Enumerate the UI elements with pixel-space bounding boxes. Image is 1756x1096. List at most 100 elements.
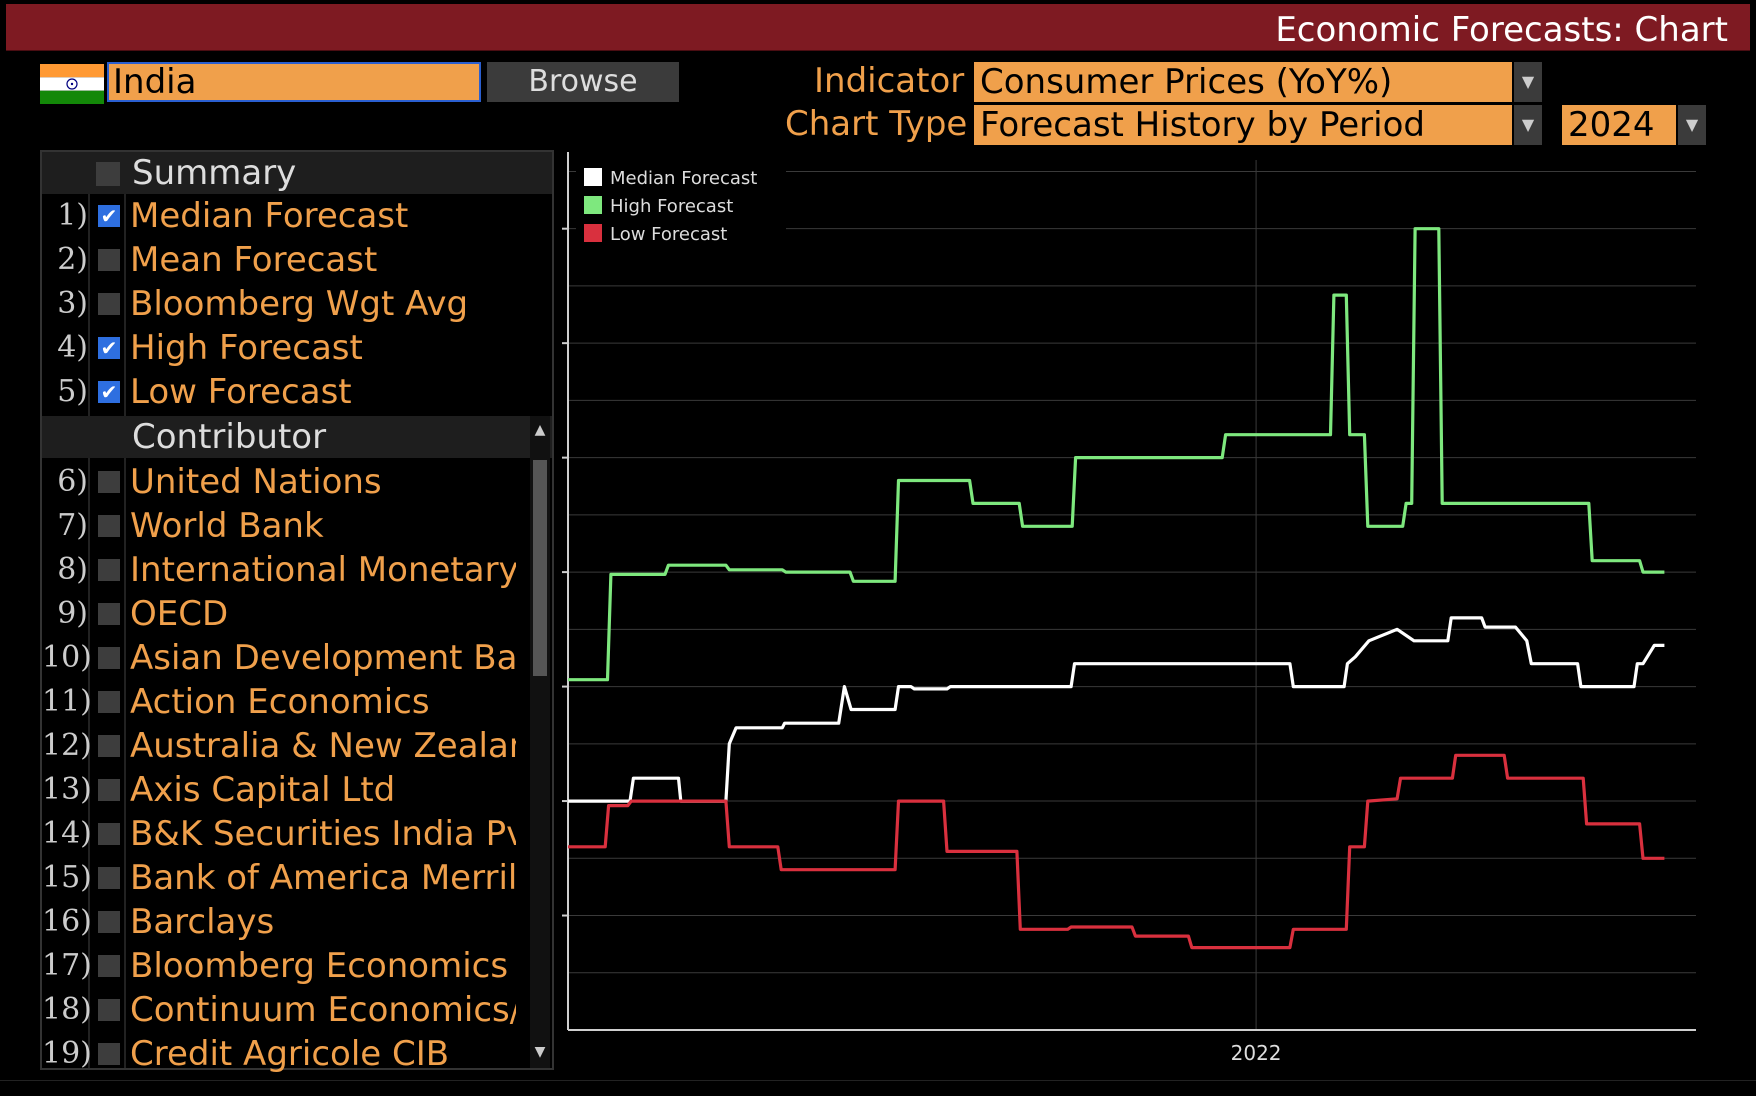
contributor-label[interactable]: Continuum Economics/4C <box>130 990 516 1030</box>
summary-select-all-checkbox[interactable] <box>96 162 120 186</box>
forecast-chart: 4.004.505.005.506.006.507.002022Median F… <box>516 152 1696 1065</box>
legend-box <box>576 158 786 256</box>
contributor-checkbox[interactable] <box>98 515 120 537</box>
contributor-row[interactable]: 11) Action Economics <box>42 680 552 724</box>
contributor-checkbox[interactable] <box>98 779 120 801</box>
x-tick-label: 2022 <box>1231 1041 1282 1065</box>
legend-label: Low Forecast <box>610 224 727 245</box>
row-number: 7) <box>57 508 88 543</box>
contributor-label[interactable]: Credit Agricole CIB <box>130 1034 450 1074</box>
scroll-down-icon[interactable]: ▼ <box>534 1044 546 1060</box>
series-label[interactable]: Low Forecast <box>130 372 352 412</box>
series-checkbox[interactable]: ✔ <box>98 381 120 403</box>
legend-swatch <box>584 168 602 186</box>
contributor-row[interactable]: 6) United Nations <box>42 460 552 504</box>
indicator-dropdown-arrow-icon[interactable]: ▼ <box>1514 62 1542 102</box>
row-number: 16) <box>42 904 92 939</box>
contributor-row[interactable]: 9) OECD <box>42 592 552 636</box>
chart-type-dropdown-arrow-icon[interactable]: ▼ <box>1514 105 1542 145</box>
scroll-thumb[interactable] <box>533 460 547 676</box>
contributor-header-label: Contributor <box>132 417 327 457</box>
contributor-row[interactable]: 13) Axis Capital Ltd <box>42 768 552 812</box>
contributor-row[interactable]: 16) Barclays <box>42 900 552 944</box>
contributor-label[interactable]: Barclays <box>130 902 275 942</box>
row-number: 6) <box>57 464 88 499</box>
row-number: 8) <box>57 552 88 587</box>
contributor-checkbox[interactable] <box>98 735 120 757</box>
contributor-row[interactable]: 17) Bloomberg Economics <box>42 944 552 988</box>
period-dropdown-arrow-icon[interactable]: ▼ <box>1678 105 1706 145</box>
contributor-label[interactable]: B&K Securities India Pvt <box>130 814 516 854</box>
contributor-checkbox[interactable] <box>98 647 120 669</box>
row-number: 3) <box>57 286 88 321</box>
contributor-checkbox[interactable] <box>98 911 120 933</box>
contributor-checkbox[interactable] <box>98 559 120 581</box>
contributor-checkbox[interactable] <box>98 471 120 493</box>
contributor-label[interactable]: Bloomberg Economics <box>130 946 509 986</box>
row-number: 17) <box>42 948 92 983</box>
chart-type-dropdown[interactable]: Forecast History by Period <box>974 105 1512 145</box>
contributor-label[interactable]: OECD <box>130 594 229 634</box>
period-dropdown[interactable]: 2024 <box>1562 105 1676 145</box>
series-label[interactable]: High Forecast <box>130 328 363 368</box>
row-number: 11) <box>42 684 92 719</box>
contributor-checkbox[interactable] <box>98 1043 120 1065</box>
row-number: 14) <box>42 816 92 851</box>
contributor-checkbox[interactable] <box>98 603 120 625</box>
summary-header: Summary <box>42 152 552 194</box>
india-flag-icon <box>40 64 104 104</box>
contributor-label[interactable]: Australia & New Zealand <box>130 726 516 766</box>
contributor-checkbox[interactable] <box>98 823 120 845</box>
contributor-label[interactable]: United Nations <box>130 462 382 502</box>
contributor-label[interactable]: International Monetary F <box>130 550 516 590</box>
series-line-high-forecast <box>568 227 1665 682</box>
contributor-row[interactable]: 8) International Monetary F <box>42 548 552 592</box>
summary-row[interactable]: 1) ✔ Median Forecast <box>42 194 552 238</box>
contributor-row[interactable]: 15) Bank of America Merrill I <box>42 856 552 900</box>
contributor-row[interactable]: 7) World Bank <box>42 504 552 548</box>
contributor-checkbox[interactable] <box>98 867 120 889</box>
contributor-row[interactable]: 10) Asian Development Bank <box>42 636 552 680</box>
contributor-checkbox[interactable] <box>98 691 120 713</box>
series-checkbox[interactable] <box>98 249 120 271</box>
series-checkbox[interactable]: ✔ <box>98 337 120 359</box>
contributor-scrollbar[interactable]: ▲ ▼ <box>530 416 550 1068</box>
summary-row[interactable]: 4) ✔ High Forecast <box>42 326 552 370</box>
contributor-label[interactable]: Asian Development Bank <box>130 638 516 678</box>
contributor-checkbox[interactable] <box>98 955 120 977</box>
series-checkbox[interactable]: ✔ <box>98 205 120 227</box>
contributor-label[interactable]: Action Economics <box>130 682 430 722</box>
legend-swatch <box>584 196 602 214</box>
series-label[interactable]: Mean Forecast <box>130 240 378 280</box>
contributor-label[interactable]: Axis Capital Ltd <box>130 770 396 810</box>
browse-button[interactable]: Browse <box>487 62 679 102</box>
row-number: 13) <box>42 772 92 807</box>
row-number: 19) <box>42 1036 92 1071</box>
contributor-row[interactable]: 14) B&K Securities India Pvt <box>42 812 552 856</box>
contributor-row[interactable]: 12) Australia & New Zealand <box>42 724 552 768</box>
series-checkbox[interactable] <box>98 293 120 315</box>
indicator-label: Indicator <box>814 61 965 101</box>
scroll-up-icon[interactable]: ▲ <box>534 422 546 438</box>
contributor-checkbox[interactable] <box>98 999 120 1021</box>
chart-area: 4.004.505.005.506.006.507.002022Median F… <box>516 140 1720 1080</box>
summary-row[interactable]: 2) Mean Forecast <box>42 238 552 282</box>
legend-swatch <box>584 224 602 242</box>
summary-header-label: Summary <box>132 153 297 193</box>
row-number: 9) <box>57 596 88 631</box>
summary-row[interactable]: 3) Bloomberg Wgt Avg <box>42 282 552 326</box>
legend-label: High Forecast <box>610 196 733 217</box>
column-divider <box>124 152 126 1068</box>
summary-row[interactable]: 5) ✔ Low Forecast <box>42 370 552 414</box>
contributor-label[interactable]: World Bank <box>130 506 324 546</box>
country-input[interactable]: India <box>107 62 481 102</box>
contributor-row[interactable]: 19) Credit Agricole CIB <box>42 1032 552 1076</box>
series-label[interactable]: Bloomberg Wgt Avg <box>130 284 469 324</box>
row-number: 12) <box>42 728 92 763</box>
indicator-dropdown[interactable]: Consumer Prices (YoY%) <box>974 62 1512 102</box>
window-title: Economic Forecasts: Chart <box>1275 10 1728 50</box>
series-label[interactable]: Median Forecast <box>130 196 409 236</box>
contributor-label[interactable]: Bank of America Merrill I <box>130 858 516 898</box>
row-number: 2) <box>57 242 88 277</box>
contributor-row[interactable]: 18) Continuum Economics/4C <box>42 988 552 1032</box>
